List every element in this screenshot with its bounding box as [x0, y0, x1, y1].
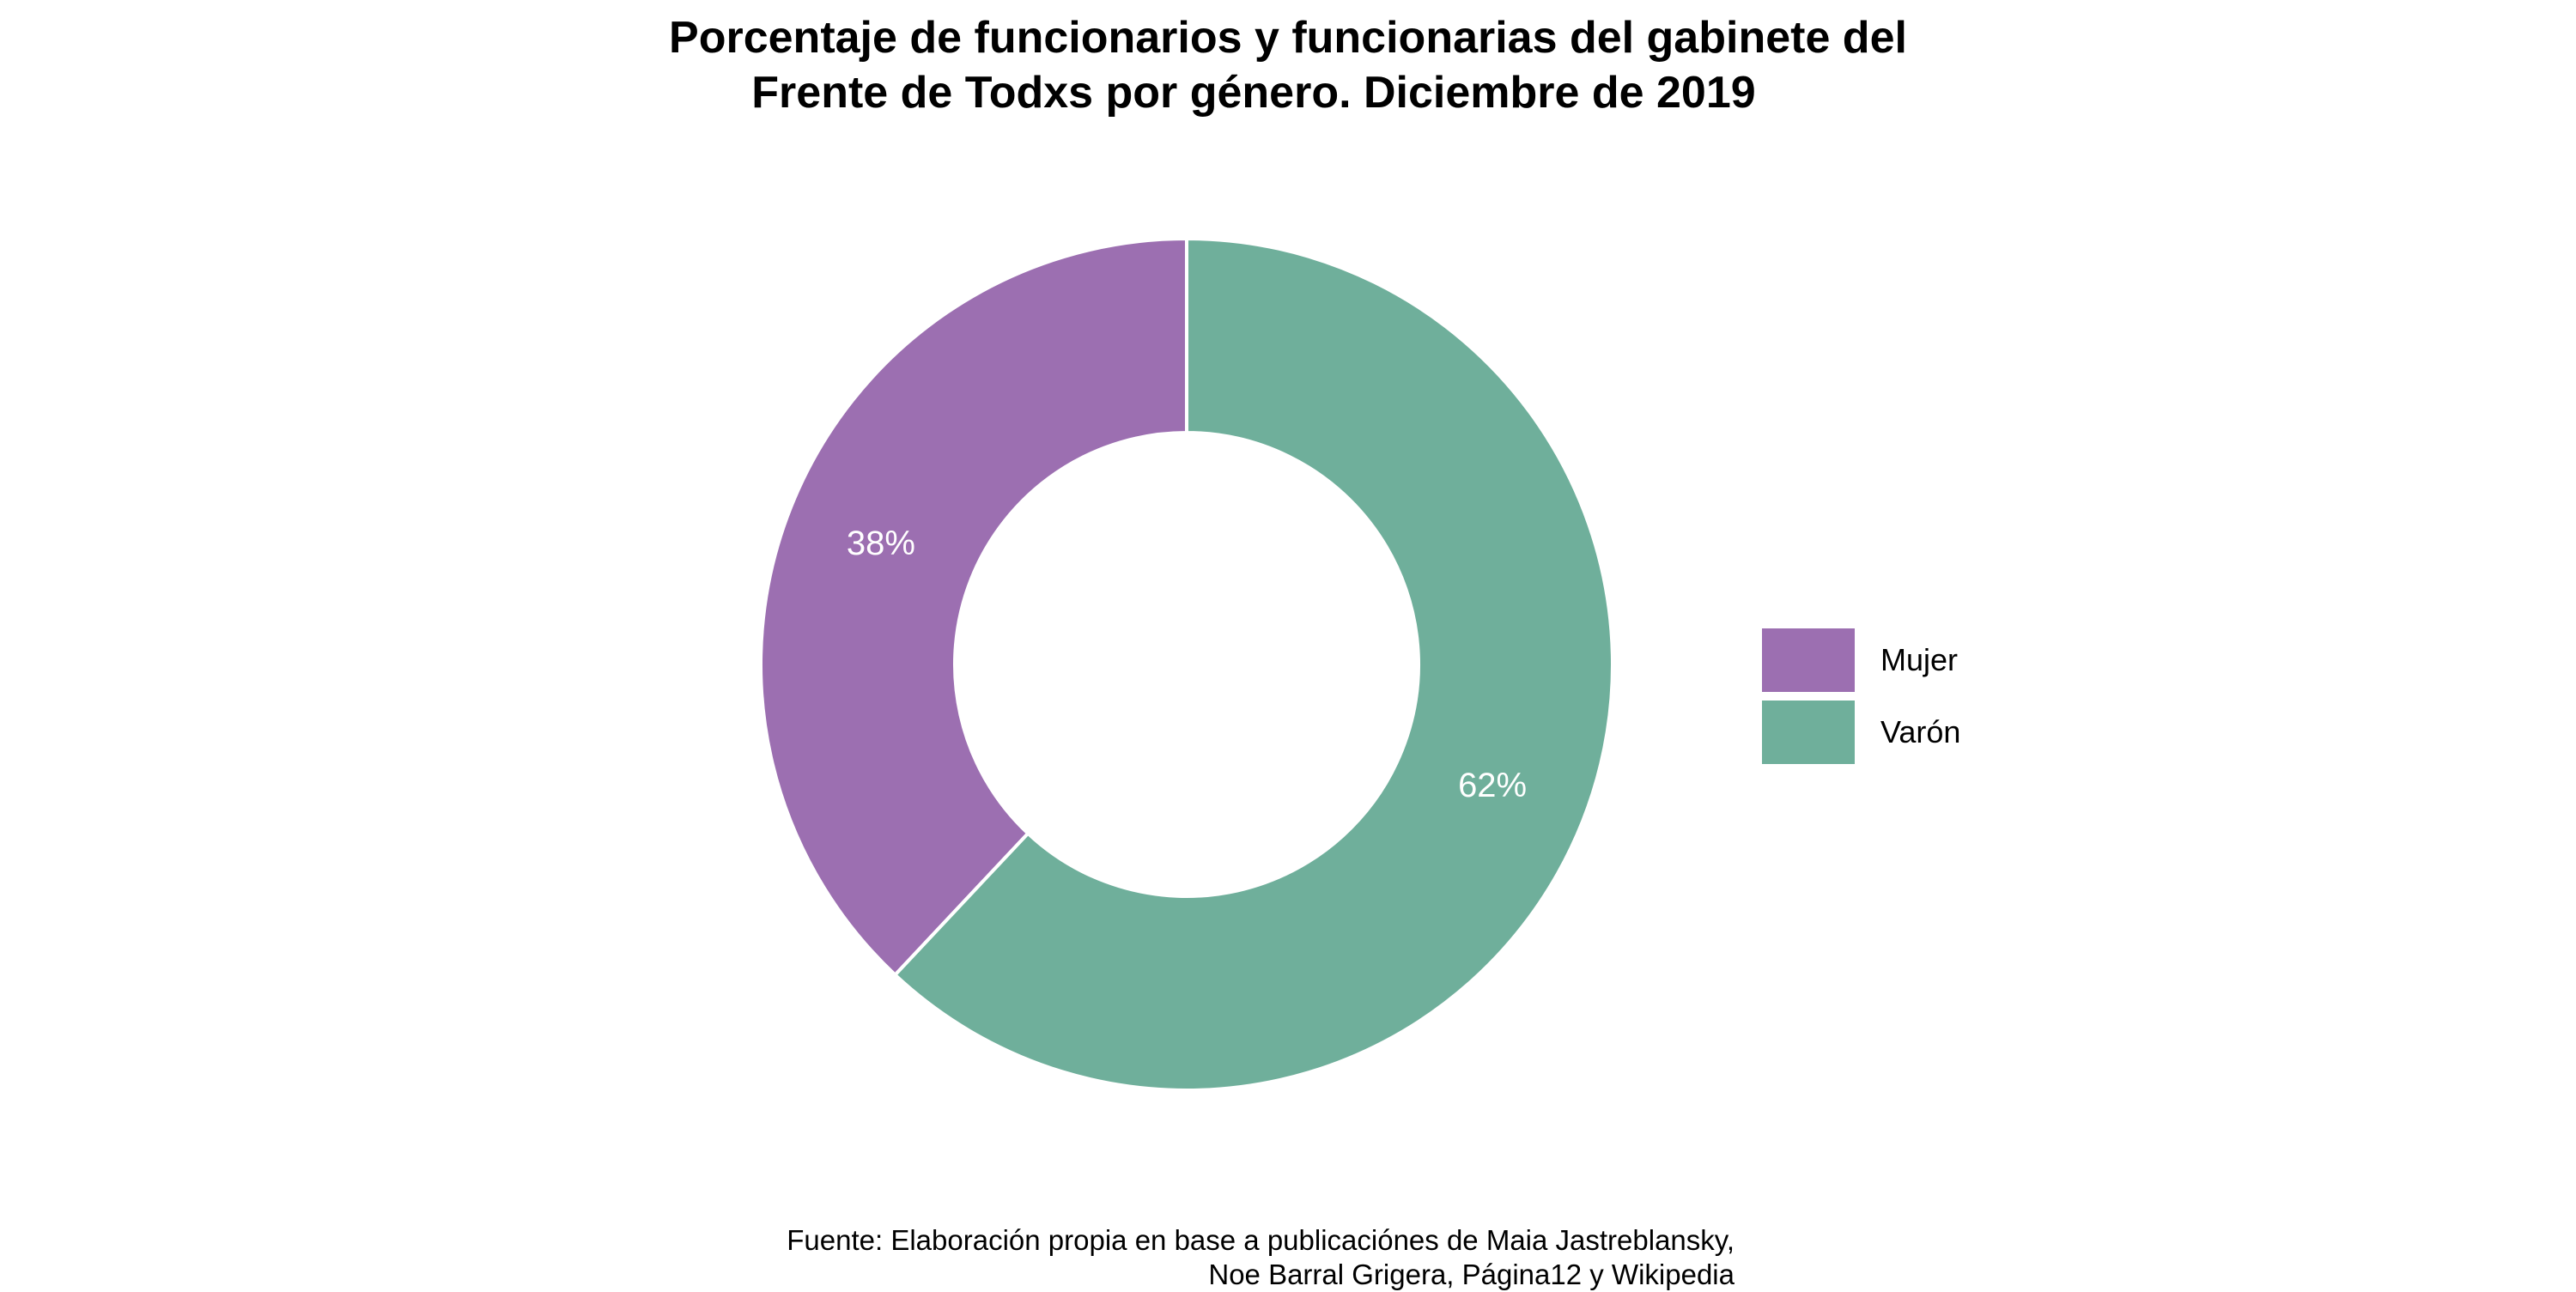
chart-title: Porcentaje de funcionarios y funcionaria… [0, 10, 2576, 120]
donut-slice-mujer [758, 236, 1188, 978]
caption-line-1: Fuente: Elaboración propia en base a pub… [787, 1224, 1735, 1256]
legend-label-mujer: Mujer [1880, 642, 1959, 677]
legend-swatch-mujer [1762, 628, 1855, 692]
donut-slice-varon [892, 236, 1614, 1092]
donut-labels: 38% 62% [847, 525, 1527, 804]
chart-title-line-2: Frente de Todxs por género. Diciembre de… [751, 68, 1756, 118]
chart-caption: Fuente: Elaboración propia en base a pub… [787, 1223, 1735, 1292]
caption-line-2: Noe Barral Grigera, Página12 y Wikipedia [1208, 1259, 1735, 1290]
legend-item-mujer: Mujer [1762, 628, 1960, 692]
legend-label-varon: Varón [1880, 714, 1961, 749]
legend-swatch-varon [1762, 701, 1855, 764]
chart-title-line-1: Porcentaje de funcionarios y funcionaria… [669, 13, 1907, 63]
legend: Mujer Varón [1762, 628, 1960, 773]
data-label-varon: 62% [1458, 767, 1527, 804]
legend-item-varon: Varón [1762, 701, 1960, 764]
data-label-mujer: 38% [847, 525, 915, 562]
donut-slices [758, 236, 1614, 1092]
